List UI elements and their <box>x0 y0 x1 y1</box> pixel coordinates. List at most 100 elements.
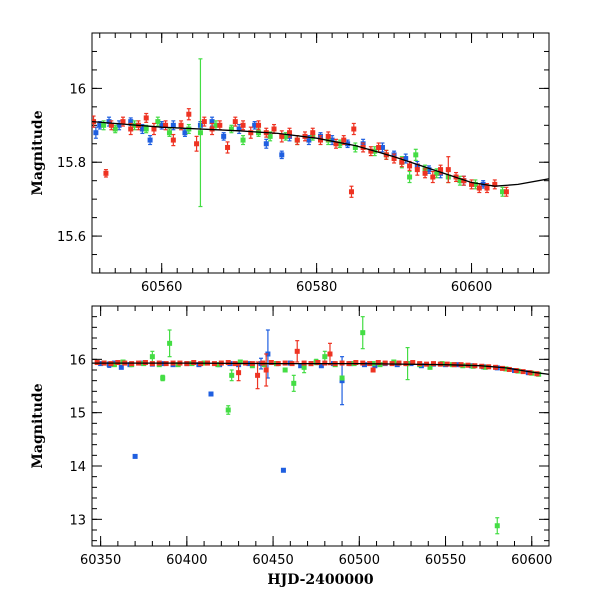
data-point <box>534 371 540 377</box>
data-point <box>306 137 312 143</box>
data-point <box>484 185 490 191</box>
data-point <box>106 119 112 125</box>
data-point <box>163 122 169 128</box>
data-point <box>360 330 366 336</box>
data-point <box>111 362 117 368</box>
data-point <box>151 126 157 132</box>
data-point <box>268 360 274 366</box>
data-point <box>351 126 357 132</box>
data-point <box>427 364 433 370</box>
data-point <box>128 126 134 132</box>
y-tick-label: 15.8 <box>57 156 86 171</box>
y-tick-label: 13 <box>69 513 86 528</box>
data-point <box>213 122 219 128</box>
data-point <box>434 170 440 176</box>
data-point <box>256 122 262 128</box>
data-point <box>461 178 467 184</box>
data-point <box>492 181 498 187</box>
y-tick-label: 15.6 <box>57 230 86 245</box>
plot-frame <box>91 305 550 547</box>
data-point <box>341 137 347 143</box>
data-point <box>294 137 300 143</box>
data-point <box>353 360 359 366</box>
data-point <box>271 126 277 132</box>
data-point <box>103 170 109 176</box>
x-tick-label: 60600 <box>511 553 552 568</box>
data-point <box>287 130 293 136</box>
data-point <box>159 122 165 128</box>
data-point <box>108 122 114 128</box>
data-point <box>333 141 339 147</box>
data-point <box>267 133 273 139</box>
data-point <box>457 178 463 184</box>
data-point <box>476 185 482 191</box>
data-point <box>503 189 509 195</box>
data-point <box>370 367 376 373</box>
y-tick-label: 14 <box>69 460 86 475</box>
x-tick-label: 60400 <box>166 553 207 568</box>
data-point <box>186 111 192 117</box>
data-point <box>160 375 166 381</box>
data-point <box>217 122 223 128</box>
x-tick-label: 60600 <box>451 280 492 295</box>
data-point <box>482 364 488 370</box>
data-point <box>438 167 444 173</box>
data-point <box>513 368 519 374</box>
x-axis-title: HJD-2400000 <box>267 572 374 588</box>
data-point <box>170 137 176 143</box>
data-point <box>339 378 345 384</box>
data-point <box>197 130 203 136</box>
data-point <box>279 133 285 139</box>
series-blue <box>98 329 531 473</box>
data-point <box>329 137 335 143</box>
data-point <box>182 130 188 136</box>
data-point <box>282 367 288 373</box>
data-point <box>208 391 214 397</box>
data-point <box>120 119 126 125</box>
data-point <box>527 370 533 376</box>
data-point <box>382 360 388 366</box>
data-point <box>337 141 343 147</box>
x-tick-label: 60550 <box>425 553 466 568</box>
data-point <box>263 367 269 373</box>
data-point <box>396 360 402 366</box>
data-point <box>430 361 436 367</box>
data-point <box>178 122 184 128</box>
data-point <box>322 354 328 360</box>
data-point <box>414 167 420 173</box>
data-point <box>325 133 331 139</box>
data-point <box>499 365 505 371</box>
data-point <box>155 119 161 125</box>
data-point <box>225 144 231 150</box>
data-point <box>116 122 122 128</box>
data-point <box>143 115 149 121</box>
data-point <box>139 126 145 132</box>
data-point <box>255 372 261 378</box>
data-point <box>229 372 235 378</box>
x-tick-label: 60450 <box>252 553 293 568</box>
series-green <box>101 58 506 208</box>
data-point <box>500 189 506 195</box>
data-point <box>376 144 382 150</box>
data-point <box>237 359 243 365</box>
data-point <box>407 174 413 180</box>
data-point <box>318 363 324 369</box>
data-point <box>225 360 231 366</box>
y-axis-title: Magnitude <box>30 383 46 468</box>
data-point <box>352 144 358 150</box>
model-curve <box>92 362 549 375</box>
data-point <box>315 360 321 366</box>
data-point <box>132 453 138 459</box>
data-point <box>93 130 99 136</box>
x-tick-label: 60580 <box>296 280 337 295</box>
data-point <box>221 133 227 139</box>
data-point <box>417 361 423 367</box>
top-panel: 60560 60580 60600 15.6 15.8 16 Magnitude <box>30 32 550 295</box>
data-point <box>422 170 428 176</box>
data-layer <box>92 316 549 535</box>
data-point <box>112 126 118 132</box>
data-point <box>426 167 432 173</box>
data-point <box>283 133 289 139</box>
series-green <box>101 316 542 535</box>
